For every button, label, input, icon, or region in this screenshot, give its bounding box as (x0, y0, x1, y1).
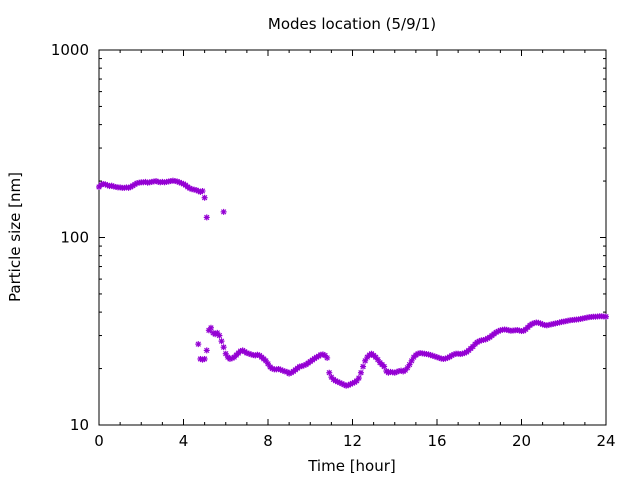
data-point (406, 361, 413, 368)
data-point (201, 194, 208, 201)
data-point (216, 332, 223, 339)
data-points (96, 177, 609, 389)
data-point (374, 356, 381, 363)
y-tick-label: 10 (70, 416, 89, 434)
x-axis-label: Time [hour] (307, 457, 396, 475)
data-point (265, 360, 271, 367)
x-tick-label: 24 (596, 432, 615, 450)
data-point (174, 178, 181, 185)
y-tick-label: 1000 (51, 41, 89, 59)
plot-area-border (98, 49, 607, 426)
y-tick-label: 100 (60, 229, 89, 247)
data-point (222, 350, 229, 357)
x-tick-label: 4 (179, 432, 189, 450)
data-point (195, 341, 202, 348)
x-axis: 0 4 8 12 16 20 24 (94, 50, 616, 450)
data-point (199, 188, 206, 195)
x-tick-label: 20 (512, 432, 531, 450)
data-point (201, 355, 208, 362)
chart-title: Modes location (5/9/1) (268, 15, 436, 33)
data-point (203, 347, 210, 354)
x-tick-label: 16 (427, 432, 446, 450)
data-point (262, 357, 269, 364)
data-point (355, 375, 362, 382)
x-tick-label: 12 (343, 432, 362, 450)
data-point (220, 344, 227, 351)
data-point (400, 368, 407, 375)
x-tick-label: 0 (94, 432, 104, 450)
plot-frame (98, 49, 607, 426)
data-point (482, 336, 489, 343)
data-point (357, 369, 364, 376)
y-axis: 10 100 1000 (51, 41, 606, 434)
data-point (218, 338, 225, 345)
data-point (203, 214, 210, 221)
x-tick-label: 8 (263, 432, 273, 450)
data-point (381, 363, 388, 370)
data-point (404, 364, 411, 371)
data-point (603, 313, 609, 320)
y-axis-label: Particle size [nm] (6, 172, 24, 302)
data-point (207, 324, 214, 331)
data-point (360, 363, 367, 370)
data-point (324, 354, 331, 361)
data-point (326, 369, 333, 376)
data-point (220, 208, 227, 215)
